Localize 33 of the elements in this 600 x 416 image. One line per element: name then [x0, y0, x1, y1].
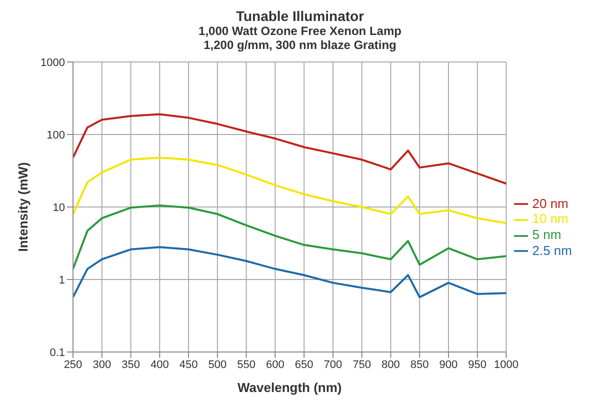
y-tick-label: 1000 [40, 56, 65, 69]
x-tick-label: 600 [266, 358, 284, 371]
line-series [73, 156, 506, 224]
x-tick-label: 750 [352, 358, 372, 371]
legend-label: 5 nm [532, 227, 562, 242]
y-tick-label: 10 [52, 202, 65, 214]
x-tick-label: 550 [237, 358, 256, 371]
x-tick-label: 650 [294, 358, 314, 371]
x-tick-label: 300 [92, 358, 112, 371]
x-tick-label: 250 [64, 358, 82, 371]
x-tick-label: 900 [439, 358, 458, 371]
x-tick-label: 800 [382, 358, 400, 371]
x-tick-label: 350 [122, 358, 140, 371]
legend-label: 20 nm [532, 196, 568, 211]
x-tick-label: 700 [324, 358, 342, 371]
legend-label: 2.5 nm [532, 242, 572, 258]
x-tick-label: 450 [179, 358, 198, 371]
line-series [73, 204, 506, 270]
x-tick-label: 500 [208, 358, 227, 371]
chart-subtitle: 1,000 Watt Ozone Free Xenon Lamp 1,200 g/mm, 300 nm blaze Grating [198, 24, 402, 52]
x-tick-label: 1000 [494, 358, 518, 371]
y-tick-label: 1 [58, 274, 65, 286]
legend-label: 10 nm [532, 211, 568, 226]
chart-title: Tunable Illuminator [234, 8, 366, 24]
x-tick-label: 400 [150, 358, 169, 371]
y-axis-title: Intensity (mW) [16, 162, 31, 252]
y-tick-label: 100 [46, 129, 65, 142]
y-tick-label: 0.1 [50, 346, 65, 359]
x-tick-label: 950 [468, 358, 487, 371]
line-series [73, 246, 506, 298]
x-tick-label: 850 [410, 358, 429, 371]
x-axis-title: Wavelength (nm) [238, 380, 342, 395]
line-series [73, 113, 506, 185]
